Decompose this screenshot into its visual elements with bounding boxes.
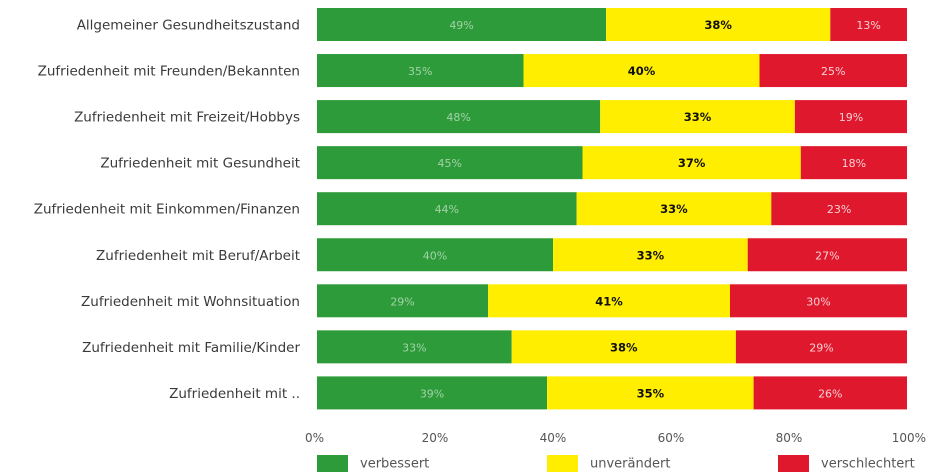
bar-verschlechtert bbox=[730, 284, 907, 318]
category-label: Zufriedenheit mit Familie/Kinder bbox=[82, 340, 300, 356]
category-label: Zufriedenheit mit Freizeit/Hobbys bbox=[74, 110, 300, 126]
value-label: 25% bbox=[821, 65, 845, 78]
category-labels: Allgemeiner Gesundheitszustand Zufriedenh… bbox=[34, 18, 301, 402]
bar-unverandert bbox=[523, 54, 760, 88]
value-label: 33% bbox=[684, 110, 712, 124]
category-label: Zufriedenheit mit Gesundheit bbox=[100, 156, 300, 172]
value-label: 35% bbox=[637, 386, 665, 400]
bar-verschlechtert bbox=[759, 54, 907, 88]
legend-swatch-verschlechtert bbox=[778, 455, 809, 472]
value-label: 48% bbox=[446, 111, 470, 124]
bar-unverandert bbox=[553, 238, 748, 272]
category-label: Zufriedenheit mit Wohnsituation bbox=[81, 294, 300, 310]
x-tick-label: 20% bbox=[422, 431, 449, 445]
bar-verbessert bbox=[317, 284, 489, 318]
bar-verschlechtert bbox=[830, 8, 907, 41]
bar-verschlechtert bbox=[753, 376, 907, 410]
value-label: 26% bbox=[818, 387, 842, 400]
value-label: 49% bbox=[449, 19, 473, 32]
legend-swatch-unverandert bbox=[547, 455, 578, 472]
value-label: 13% bbox=[856, 19, 880, 32]
value-label: 38% bbox=[704, 18, 732, 32]
legend-label-verbessert: verbessert bbox=[360, 457, 429, 472]
x-tick-label: 80% bbox=[776, 431, 803, 445]
value-label: 29% bbox=[809, 341, 833, 354]
bar-verbessert bbox=[317, 8, 607, 41]
category-label: Zufriedenheit mit .. bbox=[169, 386, 300, 402]
bar-verschlechtert bbox=[735, 330, 907, 364]
value-label: 39% bbox=[420, 387, 444, 400]
bar-unverandert bbox=[511, 330, 736, 364]
legend-swatch-verbessert bbox=[317, 455, 348, 472]
bar-verbessert bbox=[317, 238, 553, 272]
category-label: Allgemeiner Gesundheitszustand bbox=[77, 18, 300, 34]
value-label: 40% bbox=[628, 64, 656, 78]
legend-label-unverandert: unverändert bbox=[590, 457, 670, 472]
bar-verbessert bbox=[317, 54, 524, 88]
bar-unverandert bbox=[600, 100, 795, 134]
value-label: 35% bbox=[408, 65, 432, 78]
x-axis-ticks: 0% 20% 40% 60% 80% 100% bbox=[305, 431, 926, 445]
value-label: 30% bbox=[806, 295, 830, 308]
bars-layer: 49% 38% 13% 35% 40% 25% 48% 33% 19% 45% 37% 18% 44% 3… bbox=[317, 8, 907, 410]
category-label: Zufriedenheit mit Einkommen/Finanzen bbox=[34, 202, 300, 218]
value-label: 37% bbox=[678, 156, 706, 170]
bar-verschlechtert bbox=[794, 100, 907, 134]
value-label: 33% bbox=[637, 248, 665, 262]
value-label: 19% bbox=[839, 111, 863, 124]
x-tick-label: 0% bbox=[305, 431, 324, 445]
legend-label-verschlechtert: verschlechtert bbox=[821, 457, 915, 472]
value-label: 33% bbox=[402, 341, 426, 354]
value-label: 29% bbox=[390, 295, 414, 308]
bar-unverandert bbox=[488, 284, 730, 318]
bar-verschlechtert bbox=[747, 238, 907, 272]
bar-verbessert bbox=[317, 330, 512, 364]
bar-unverandert bbox=[576, 192, 772, 226]
bar-verschlechtert bbox=[800, 146, 907, 180]
bar-verbessert bbox=[317, 100, 601, 134]
value-label: 18% bbox=[842, 157, 866, 170]
value-label: 33% bbox=[660, 202, 688, 216]
bar-verbessert bbox=[317, 192, 577, 226]
value-label: 27% bbox=[815, 249, 839, 262]
category-label: Zufriedenheit mit Beruf/Arbeit bbox=[96, 248, 300, 264]
legend: verbessert unverändert verschlechtert bbox=[317, 455, 915, 472]
value-label: 38% bbox=[610, 340, 638, 354]
value-label: 45% bbox=[438, 157, 462, 170]
x-tick-label: 60% bbox=[658, 431, 685, 445]
x-tick-label: 40% bbox=[540, 431, 567, 445]
category-label: Zufriedenheit mit Freunden/Bekannten bbox=[38, 64, 300, 80]
bar-verbessert bbox=[317, 146, 583, 180]
x-tick-label: 100% bbox=[892, 431, 926, 445]
value-label: 41% bbox=[595, 294, 623, 308]
bar-verbessert bbox=[317, 376, 548, 410]
bar-unverandert bbox=[582, 146, 801, 180]
value-label: 40% bbox=[423, 249, 447, 262]
value-label: 44% bbox=[435, 203, 459, 216]
value-label: 23% bbox=[827, 203, 851, 216]
bar-unverandert bbox=[547, 376, 754, 410]
bar-unverandert bbox=[606, 8, 831, 41]
bar-verschlechtert bbox=[771, 192, 907, 226]
